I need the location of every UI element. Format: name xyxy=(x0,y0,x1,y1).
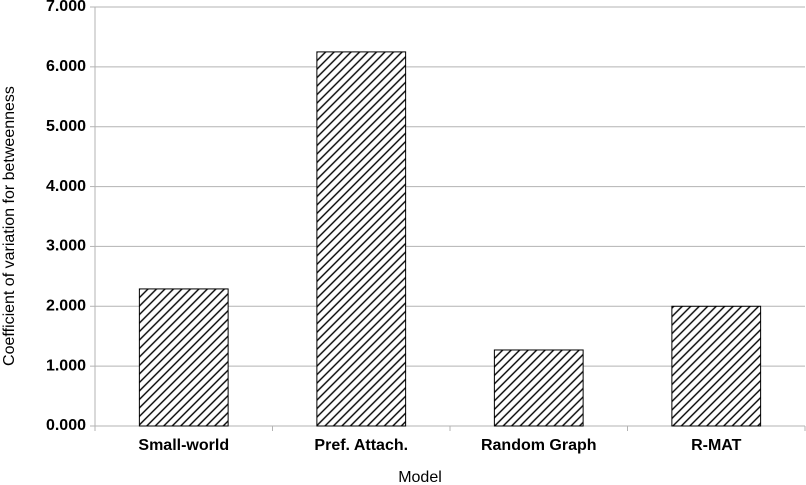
y-tick-label: 2.000 xyxy=(46,298,86,315)
x-tick-label: Pref. Attach. xyxy=(314,437,408,454)
y-tick-label: 5.000 xyxy=(46,118,86,135)
x-tick-label: Small-world xyxy=(138,437,229,454)
y-tick-label: 7.000 xyxy=(46,0,86,15)
bar xyxy=(493,349,584,427)
bar xyxy=(138,288,229,427)
y-tick-label: 3.000 xyxy=(46,238,86,255)
x-tick-label: R-MAT xyxy=(691,437,742,454)
x-axis-label: Model xyxy=(398,469,442,485)
y-tick-label: 4.000 xyxy=(46,178,86,195)
bar xyxy=(316,51,407,427)
x-tick-label: Random Graph xyxy=(481,437,597,454)
y-tick-label: 1.000 xyxy=(46,357,86,374)
y-axis-label: Coefficient of variation for betweenness xyxy=(1,86,18,366)
y-tick-label: 6.000 xyxy=(46,58,86,75)
bar xyxy=(671,305,762,427)
y-tick-label: 0.000 xyxy=(46,417,86,434)
